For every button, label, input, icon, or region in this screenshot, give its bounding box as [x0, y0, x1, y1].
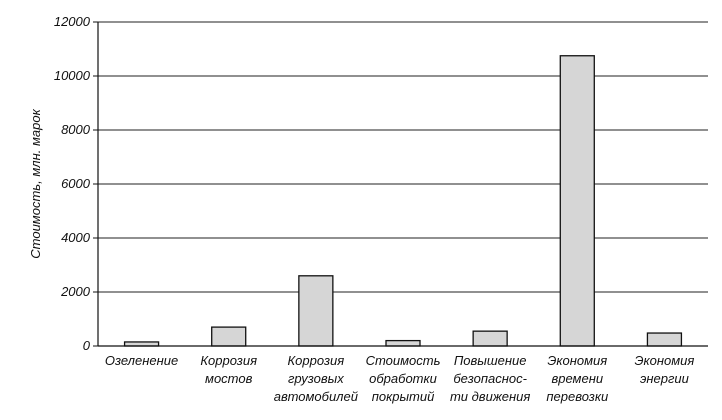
bar	[472, 330, 508, 347]
bar	[211, 326, 247, 347]
axes	[93, 21, 708, 347]
y-tick-label: 8000	[61, 122, 91, 137]
x-category-label: Коррозия мостов	[200, 353, 257, 386]
x-category-label: Экономия времени перевозки	[546, 353, 608, 404]
x-category-label: Коррозия грузовых автомобилей	[274, 353, 358, 404]
bar	[298, 275, 334, 347]
x-category-label: Озеленение	[105, 353, 178, 368]
y-tick-label: 4000	[61, 230, 91, 245]
x-category-label: Экономия энергии	[634, 353, 694, 386]
y-axis-title: Стоимость, млн. марок	[28, 108, 43, 258]
y-tick-label: 0	[83, 338, 91, 353]
bar	[123, 341, 160, 347]
y-tick-label: 2000	[60, 284, 91, 299]
x-category-label: Стоимость обработки покрытий	[366, 353, 441, 404]
x-category-label: Повышение безопаснос-ти движения	[450, 353, 530, 404]
bar	[385, 339, 421, 347]
y-tick-label: 10000	[54, 68, 91, 83]
y-tick-label: 12000	[54, 14, 91, 29]
bars	[123, 55, 683, 347]
grid-lines	[98, 21, 708, 293]
y-tick-label: 6000	[61, 176, 91, 191]
bar	[646, 332, 683, 347]
bar	[559, 55, 595, 347]
x-category-labels: Озеленение Коррозия мостов Коррозия грузовых…	[105, 353, 695, 404]
y-tick-labels: 0 2000 4000 6000 8000 10000 12000	[54, 14, 91, 353]
